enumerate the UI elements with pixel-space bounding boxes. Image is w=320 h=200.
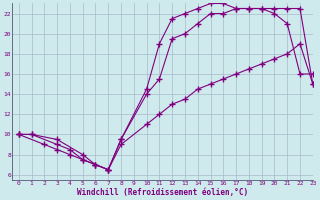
X-axis label: Windchill (Refroidissement éolien,°C): Windchill (Refroidissement éolien,°C) (77, 188, 248, 197)
